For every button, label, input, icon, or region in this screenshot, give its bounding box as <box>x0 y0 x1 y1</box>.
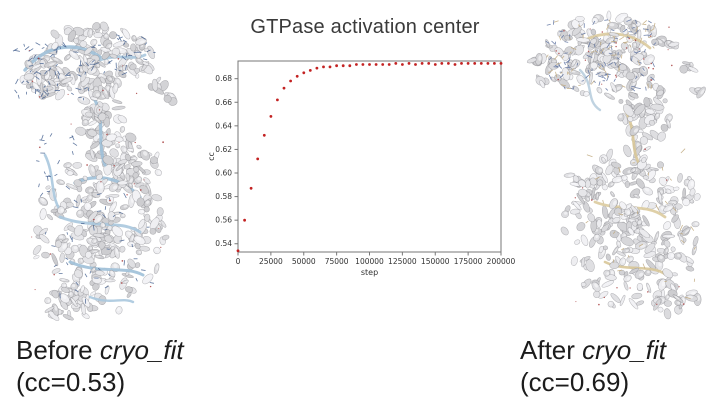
svg-text:0.68: 0.68 <box>215 74 232 83</box>
scatter-plot: 0 25000 50000 75000 100000 125000 150000 175000… <box>207 60 516 277</box>
data-point <box>440 62 444 65</box>
data-point <box>407 62 411 65</box>
after-label: After <box>520 335 583 365</box>
data-point <box>269 115 273 118</box>
svg-text:25000: 25000 <box>259 257 283 266</box>
data-point <box>355 63 358 66</box>
data-point <box>460 62 463 65</box>
data-point <box>394 62 398 65</box>
svg-text:0.58: 0.58 <box>215 192 232 201</box>
before-caption: Before cryo_fit (cc=0.53) <box>16 334 184 398</box>
data-point <box>447 62 450 65</box>
data-point <box>335 64 338 68</box>
data-point <box>401 63 404 66</box>
data-point <box>361 63 365 66</box>
svg-text:0.66: 0.66 <box>215 98 232 107</box>
data-point <box>420 62 424 65</box>
data-point <box>466 62 470 65</box>
data-point <box>322 65 325 69</box>
svg-text:0.60: 0.60 <box>215 169 232 178</box>
svg-text:125000: 125000 <box>388 257 417 266</box>
before-cc-value: (cc=0.53) <box>16 367 126 397</box>
data-point <box>368 63 371 66</box>
data-point <box>302 71 306 75</box>
data-point <box>493 62 496 65</box>
y-axis-label: cc <box>207 152 216 161</box>
data-point <box>341 64 345 68</box>
data-point <box>414 63 417 66</box>
svg-text:0.62: 0.62 <box>215 145 232 154</box>
data-point <box>433 63 437 66</box>
svg-text:200000: 200000 <box>487 257 516 266</box>
data-point <box>308 69 312 72</box>
data-point <box>315 66 319 70</box>
data-point <box>243 218 246 222</box>
data-point <box>256 157 260 161</box>
before-structure-image <box>12 21 178 321</box>
svg-text:175000: 175000 <box>454 257 483 266</box>
data-point <box>486 62 490 65</box>
before-caption-line1: Before cryo_fit <box>16 334 184 366</box>
before-label: Before <box>16 335 100 365</box>
after-structure-image <box>526 10 706 320</box>
data-point <box>236 249 240 253</box>
svg-text:75000: 75000 <box>325 257 349 266</box>
svg-text:150000: 150000 <box>421 257 450 266</box>
data-point <box>276 98 279 102</box>
data-point <box>289 79 292 83</box>
svg-text:0.56: 0.56 <box>215 216 232 225</box>
data-point <box>453 63 457 66</box>
data-point <box>282 86 286 90</box>
svg-text:0: 0 <box>236 257 241 266</box>
data-point <box>473 62 477 65</box>
svg-text:0.54: 0.54 <box>215 239 232 248</box>
before-program-name: cryo_fit <box>99 335 184 365</box>
cc-vs-step-chart: GTPase activation center 0 25000 50000 7500… <box>205 14 520 292</box>
data-point <box>348 64 352 68</box>
data-point <box>374 63 378 66</box>
after-caption: After cryo_fit (cc=0.69) <box>520 334 666 398</box>
chart-title: GTPase activation center <box>250 16 480 38</box>
after-caption-line1: After cryo_fit <box>520 334 666 366</box>
svg-text:0.64: 0.64 <box>215 121 232 130</box>
data-point <box>479 62 483 65</box>
after-cc-value: (cc=0.69) <box>520 367 630 397</box>
data-point <box>499 62 503 65</box>
data-point <box>262 133 266 137</box>
data-point <box>427 62 431 65</box>
svg-text:50000: 50000 <box>292 257 316 266</box>
data-point <box>381 63 385 66</box>
data-point <box>249 186 253 190</box>
after-program-name: cryo_fit <box>582 335 666 365</box>
x-axis-label: step <box>361 268 378 277</box>
data-point <box>295 74 299 78</box>
data-point <box>328 65 332 69</box>
svg-text:100000: 100000 <box>355 257 384 266</box>
data-point <box>387 63 391 66</box>
